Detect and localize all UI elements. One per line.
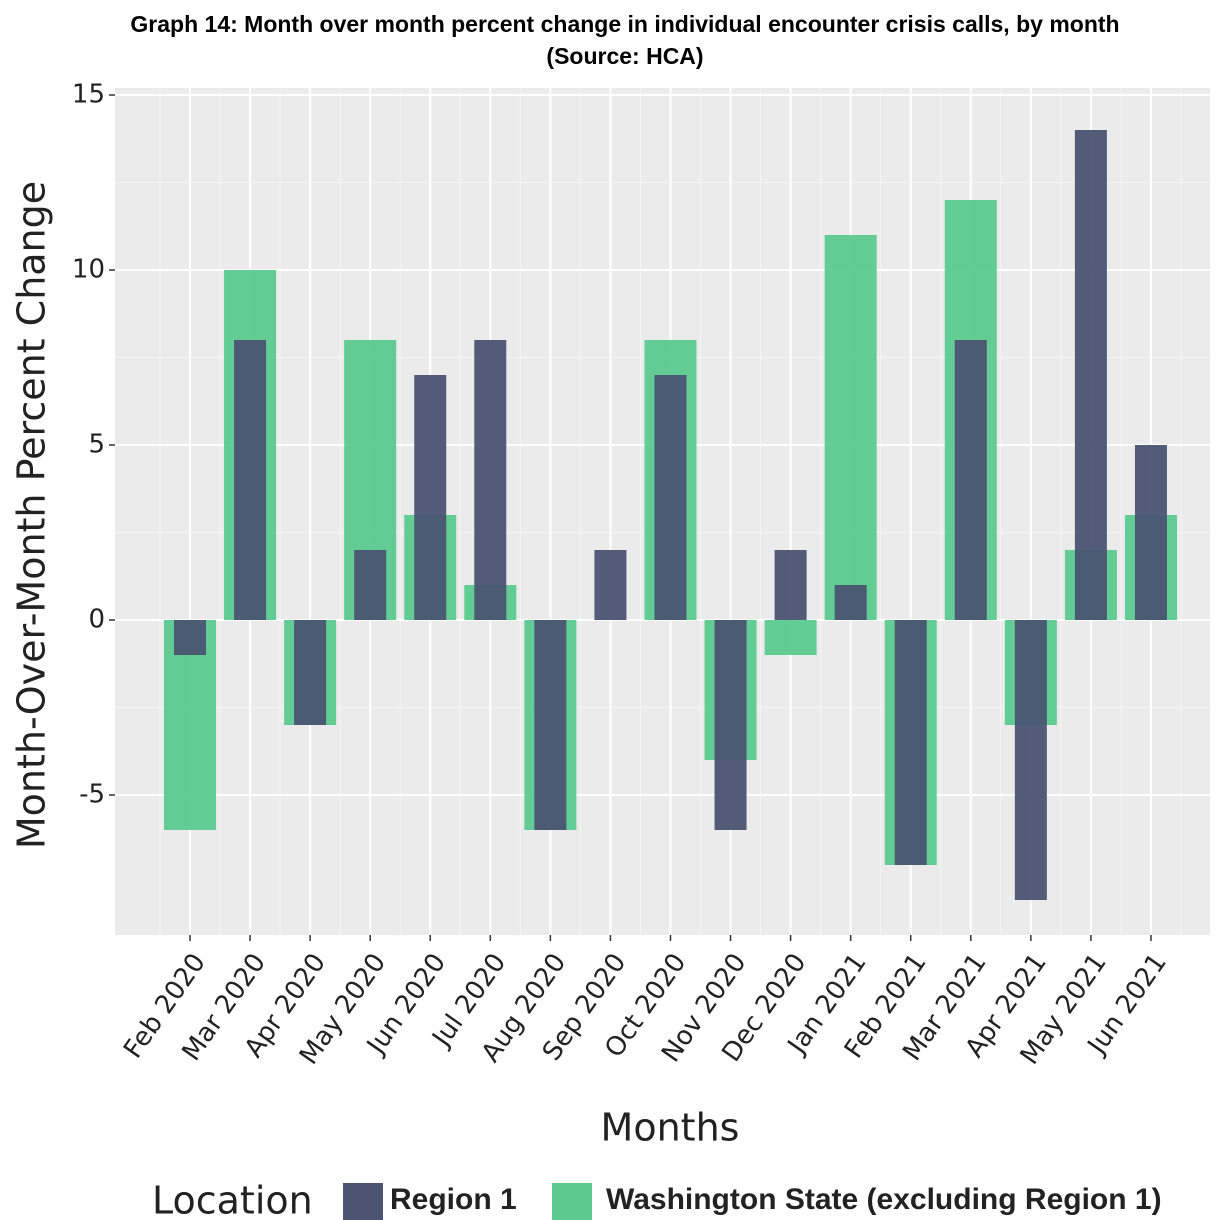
y-tick-label: -5 — [79, 780, 105, 810]
bar — [474, 340, 507, 620]
bar — [1014, 620, 1047, 900]
bar — [954, 340, 987, 620]
legend-label: Washington State (excluding Region 1) — [606, 1183, 1162, 1216]
bar — [594, 550, 627, 620]
y-tick-label: 10 — [72, 255, 105, 285]
legend-key — [552, 1183, 592, 1220]
legend-title: Location — [152, 1179, 313, 1220]
x-axis-label: Months — [601, 1106, 740, 1150]
y-tick-label: 15 — [72, 80, 105, 110]
bar — [534, 620, 567, 830]
bar — [764, 620, 817, 655]
bar — [834, 585, 867, 620]
bar — [234, 340, 267, 620]
y-axis-label: Month-Over-Month Percent Change — [10, 181, 54, 849]
y-tick-label: 0 — [88, 605, 105, 635]
bar — [294, 620, 327, 725]
legend-key — [343, 1183, 383, 1220]
chart-title: Graph 14: Month over month percent chang… — [130, 11, 1120, 69]
bar — [894, 620, 927, 865]
bar — [1074, 130, 1107, 620]
bar — [824, 235, 877, 620]
bar — [354, 550, 387, 620]
bar — [654, 375, 687, 620]
legend-label: Region 1 — [390, 1183, 517, 1216]
y-tick-label: 5 — [88, 430, 105, 460]
bar — [414, 375, 447, 620]
bar — [714, 620, 747, 830]
bar — [174, 620, 206, 655]
bar — [774, 550, 807, 620]
bar — [1134, 445, 1167, 620]
